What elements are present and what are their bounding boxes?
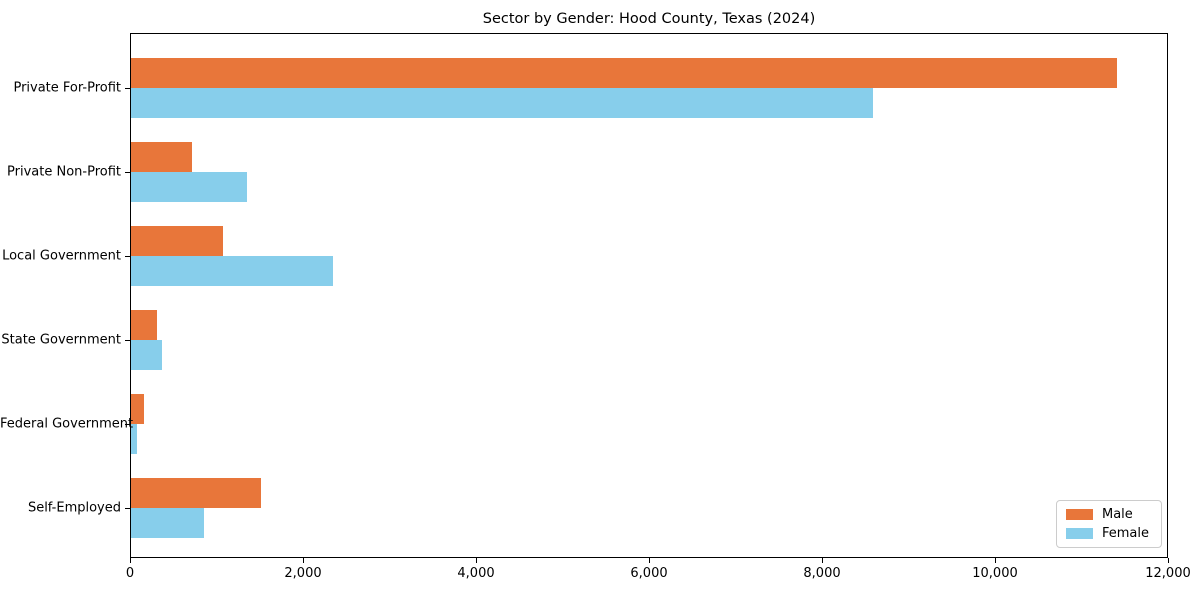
bar-male-5 [131,394,144,424]
bar-female-1 [131,88,874,118]
legend-label-male: Male [1101,507,1133,522]
y-tick-label: Local Government [2,248,121,264]
bar-female-4 [131,340,163,370]
y-tick-mark [125,508,130,509]
x-tick-mark [303,558,304,563]
legend-swatch-female [1065,528,1093,539]
x-tick-label: 8,000 [803,566,841,581]
y-tick-mark [125,88,130,89]
bar-male-1 [131,58,1117,88]
plot-area: Male Female [130,33,1168,558]
x-tick-label: 6,000 [630,566,668,581]
x-tick-mark [649,558,650,563]
x-tick-mark [476,558,477,563]
bar-male-2 [131,142,193,172]
x-tick-mark [822,558,823,563]
legend: Male Female [1055,500,1162,548]
y-tick-mark [125,172,130,173]
bar-female-6 [131,508,204,538]
y-tick-mark [125,340,130,341]
x-tick-label: 4,000 [457,566,495,581]
x-tick-mark [130,558,131,563]
x-tick-label: 12,000 [1145,566,1191,581]
bar-female-2 [131,172,247,202]
bar-male-3 [131,226,224,256]
x-tick-label: 2,000 [284,566,322,581]
y-tick-mark [125,424,130,425]
chart-title: Sector by Gender: Hood County, Texas (20… [482,11,816,27]
legend-row-male: Male [1065,507,1149,522]
bar-female-3 [131,256,334,286]
x-tick-mark [1168,558,1169,563]
y-tick-label: Private Non-Profit [7,164,121,180]
bar-female-5 [131,424,138,454]
x-tick-label: 0 [125,566,135,581]
x-tick-label: 10,000 [972,566,1018,581]
legend-swatch-male [1065,509,1093,520]
legend-label-female: Female [1101,526,1149,541]
y-tick-label: Federal Government [0,416,134,432]
x-tick-mark [995,558,996,563]
bar-male-6 [131,478,261,508]
y-tick-mark [125,256,130,257]
y-tick-label: Self-Employed [27,500,121,516]
y-tick-label: State Government [1,332,121,348]
y-tick-label: Private For-Profit [13,80,121,96]
legend-row-female: Female [1065,526,1149,541]
bar-male-4 [131,310,158,340]
